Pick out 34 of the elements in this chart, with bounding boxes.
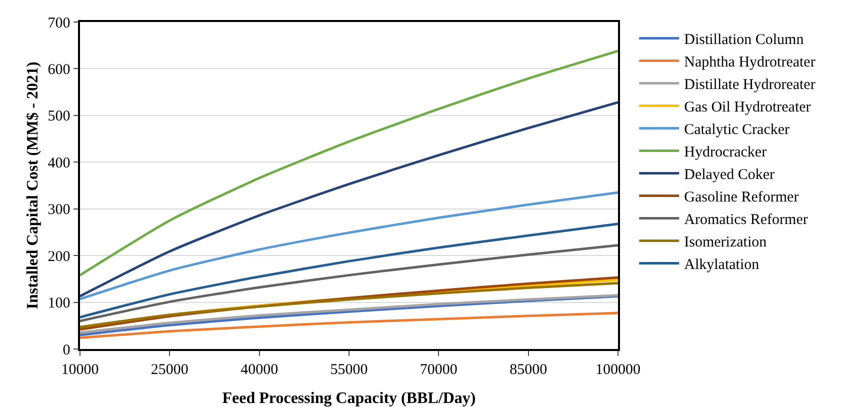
x-tick-label: 25000 xyxy=(150,362,188,378)
y-tick-label: 700 xyxy=(48,15,70,32)
line-series xyxy=(80,244,618,322)
x-axis-title: Feed Processing Capacity (BBL/Day) xyxy=(222,390,476,407)
legend-label: Isomerization xyxy=(684,234,768,251)
line-series xyxy=(80,191,618,300)
y-tick-label: 600 xyxy=(48,62,70,78)
x-tick-label: 70000 xyxy=(420,362,458,378)
legend-label: Distillation Column xyxy=(684,32,804,48)
line-series xyxy=(80,222,618,318)
y-tick-label: 200 xyxy=(48,248,70,265)
x-tick-label: 40000 xyxy=(240,362,278,378)
legend-label: Aromatics Reformer xyxy=(684,212,808,228)
y-tick-label: 300 xyxy=(48,202,70,218)
legend-label: Catalytic Cracker xyxy=(684,122,790,138)
line-series xyxy=(80,101,618,298)
legend-label: Hydrocracker xyxy=(684,144,767,161)
y-tick-label: 100 xyxy=(48,296,70,312)
x-tick-label: 85000 xyxy=(510,362,548,378)
legend-label: Gasoline Reformer xyxy=(684,190,799,206)
y-tick-label: 500 xyxy=(48,108,70,125)
line-series xyxy=(80,312,618,340)
legend-label: Distillate Hydroreater xyxy=(684,77,816,94)
legend-label: Delayed Coker xyxy=(684,167,775,184)
x-tick-label: 100000 xyxy=(596,362,640,378)
legend-label: Gas Oil Hydrotreater xyxy=(684,100,811,116)
x-tick-label: 10000 xyxy=(61,362,99,378)
legend-label: Alkylatation xyxy=(684,257,760,274)
line-series xyxy=(80,50,618,276)
y-tick-label: 0 xyxy=(62,342,70,358)
y-axis-title: Installed Capital Cost (MM$ - 2021) xyxy=(24,62,42,310)
y-tick-label: 400 xyxy=(48,155,70,172)
x-tick-label: 55000 xyxy=(330,362,368,378)
legend-label: Naphtha Hydrotreater xyxy=(684,54,816,71)
